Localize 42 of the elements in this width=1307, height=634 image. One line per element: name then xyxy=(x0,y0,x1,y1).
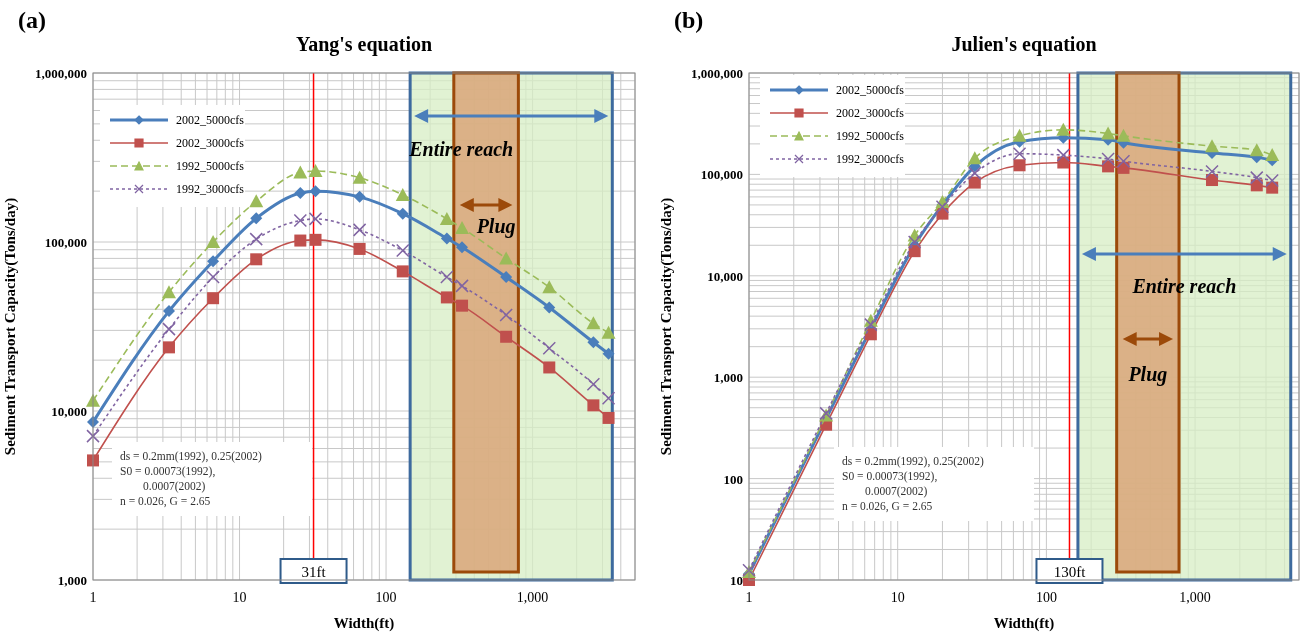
y-tick-label: 100 xyxy=(723,471,743,487)
band-label: Plug xyxy=(475,215,516,238)
text: (b) xyxy=(674,7,704,33)
note-box: ds = 0.2mm(1992), 0.25(2002) S0 = 0.00073(1992), 0.0007(2002) n = 0.026, G = 2.65 xyxy=(112,442,312,516)
legend-label: 2002_3000cfs xyxy=(836,106,905,120)
chart-title: Julien's equation xyxy=(951,33,1097,56)
legend-label: 1992_5000cfs xyxy=(836,129,905,143)
x-axis-title: Width(ft) xyxy=(993,615,1055,632)
y-tick-label: 1,000,000 xyxy=(35,66,87,81)
ref-line-label: 130ft xyxy=(1053,564,1087,580)
x-tick-label: 1,000 xyxy=(516,590,549,605)
y-tick-label: 1,000 xyxy=(57,573,87,588)
y-tick-label: 10,000 xyxy=(51,404,87,419)
x-tick-label: 100 xyxy=(375,590,397,605)
y-tick-label: 1,000,000 xyxy=(691,66,743,81)
x-tick-label: 10 xyxy=(232,590,247,605)
y-axis-title: Sediment Transport Capacity(Tons/day) xyxy=(658,197,675,456)
x-tick-label: 10 xyxy=(890,590,905,605)
legend-label: 2002_3000cfs xyxy=(176,136,245,150)
note-box: ds = 0.2mm(1992), 0.25(2002) S0 = 0.00073(1992), 0.0007(2002) n = 0.026, G = 2.65 xyxy=(834,447,1034,521)
annotation: ds = 0.2mm(1992), 0.25(2002) S0 = 0.00073(1992), 0.0007(2002) n = 0.026, G = 2.65 xyxy=(120,450,263,508)
y-tick-label: 10 xyxy=(730,573,743,588)
legend-label: 2002_5000cfs xyxy=(176,113,245,127)
legend-label: 1992_5000cfs xyxy=(176,159,245,173)
y-tick-label: 100,000 xyxy=(700,167,743,183)
x-axis-title: Width(ft) xyxy=(333,615,395,632)
legend-label: 2002_5000cfs xyxy=(836,83,905,97)
y-tick-label: 100,000 xyxy=(44,235,87,250)
x-tick-label: 1,000 xyxy=(1179,590,1211,605)
annotation: ds = 0.2mm(1992), 0.25(2002) S0 = 0.00073(1992), 0.0007(2002) n = 0.026, G = 2.65 xyxy=(842,455,985,513)
legend-label: 1992_3000cfs xyxy=(176,182,245,196)
y-axis-title: Sediment Transport Capacity(Tons/day) xyxy=(2,197,19,456)
chart-title: Yang's equation xyxy=(295,33,433,56)
x-tick-label: 100 xyxy=(1035,590,1057,605)
y-tick-label: 10,000 xyxy=(707,268,743,284)
y-tick-label: 1,000 xyxy=(713,370,743,386)
ref-line-label: 31ft xyxy=(301,564,327,580)
band-label: Plug xyxy=(1127,363,1168,386)
x-tick-label: 1 xyxy=(745,590,753,605)
legend-label: 1992_3000cfs xyxy=(836,152,905,166)
text: (a) xyxy=(18,7,46,33)
x-tick-label: 1 xyxy=(89,590,97,605)
